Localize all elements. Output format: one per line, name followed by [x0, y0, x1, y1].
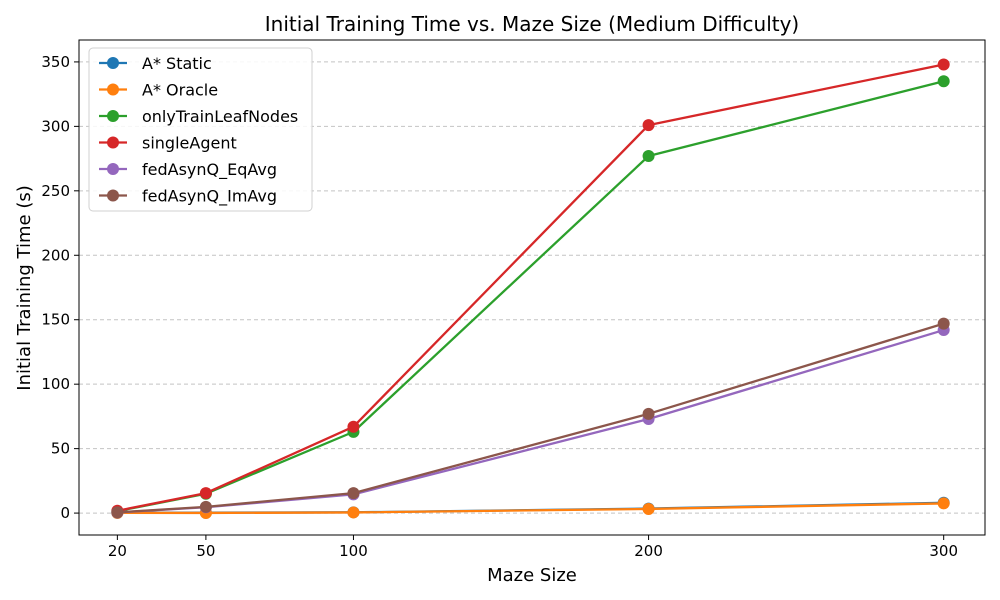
legend-swatch-marker — [107, 83, 119, 96]
data-point — [199, 500, 212, 513]
data-point — [937, 317, 950, 330]
y-axis-title: Initial Training Time (s) — [14, 185, 35, 390]
x-tick-label: 100 — [339, 542, 368, 560]
data-point — [347, 487, 360, 500]
data-point — [199, 487, 212, 500]
data-point — [642, 150, 655, 163]
y-tick-label: 0 — [60, 504, 70, 522]
data-point — [347, 420, 360, 433]
legend-item: A* Oracle — [99, 81, 218, 100]
y-tick-label: 300 — [41, 117, 70, 135]
data-point — [642, 119, 655, 132]
legend-label: A* Oracle — [142, 81, 218, 100]
legend-swatch-marker — [107, 189, 119, 202]
series-line — [117, 322, 945, 514]
legend-item: A* Static — [99, 54, 212, 73]
series-a-static — [111, 496, 950, 519]
series-line — [117, 328, 945, 514]
data-point — [937, 58, 950, 71]
legend-swatch-marker — [107, 110, 119, 122]
series-lines — [111, 58, 950, 519]
chart-title: Initial Training Time vs. Maze Size (Med… — [265, 12, 799, 36]
legend-label: singleAgent — [142, 134, 237, 153]
legend-item: fedAsynQ_ImAvg — [99, 187, 277, 207]
y-tick-label: 50 — [51, 440, 70, 458]
series-fedasynq-eqavg — [111, 324, 950, 519]
series-a-oracle — [111, 497, 950, 519]
y-tick-label: 200 — [41, 246, 70, 264]
y-tick-label: 150 — [41, 311, 70, 329]
legend-label: fedAsynQ_ImAvg — [142, 187, 277, 207]
legend-label: fedAsynQ_EqAvg — [142, 160, 277, 180]
legend-label: onlyTrainLeafNodes — [142, 107, 298, 126]
legend-label: A* Static — [142, 54, 212, 73]
x-axis-title: Maze Size — [487, 565, 577, 586]
data-point — [937, 75, 950, 88]
plot-frame — [78, 39, 986, 536]
x-tick-label: 300 — [929, 542, 958, 560]
data-point — [642, 407, 655, 420]
x-tick-label: 200 — [634, 542, 663, 560]
y-tick-label: 350 — [41, 53, 70, 71]
legend-item: onlyTrainLeafNodes — [99, 107, 298, 126]
axis-ticks: 0 50 100 150 200 250 300 350 20 50 100 200 300 — [41, 53, 958, 560]
data-point — [347, 506, 360, 519]
series-fedasynq-imavg — [111, 317, 950, 519]
legend-swatch-marker — [107, 57, 119, 69]
data-point — [642, 502, 655, 515]
legend-item: fedAsynQ_EqAvg — [99, 160, 277, 180]
data-point — [111, 506, 124, 519]
legend: A* Static A* Oracle onlyTrainLeafNodes sing… — [88, 47, 313, 212]
legend-item: singleAgent — [99, 134, 237, 153]
data-point — [937, 497, 950, 510]
legend-swatch-marker — [107, 163, 119, 175]
legend-swatch-marker — [107, 136, 119, 149]
y-tick-label: 250 — [41, 182, 70, 200]
legend-box — [88, 47, 313, 212]
x-tick-label: 50 — [196, 542, 215, 560]
y-tick-label: 100 — [41, 375, 70, 393]
x-tick-label: 20 — [108, 542, 127, 560]
